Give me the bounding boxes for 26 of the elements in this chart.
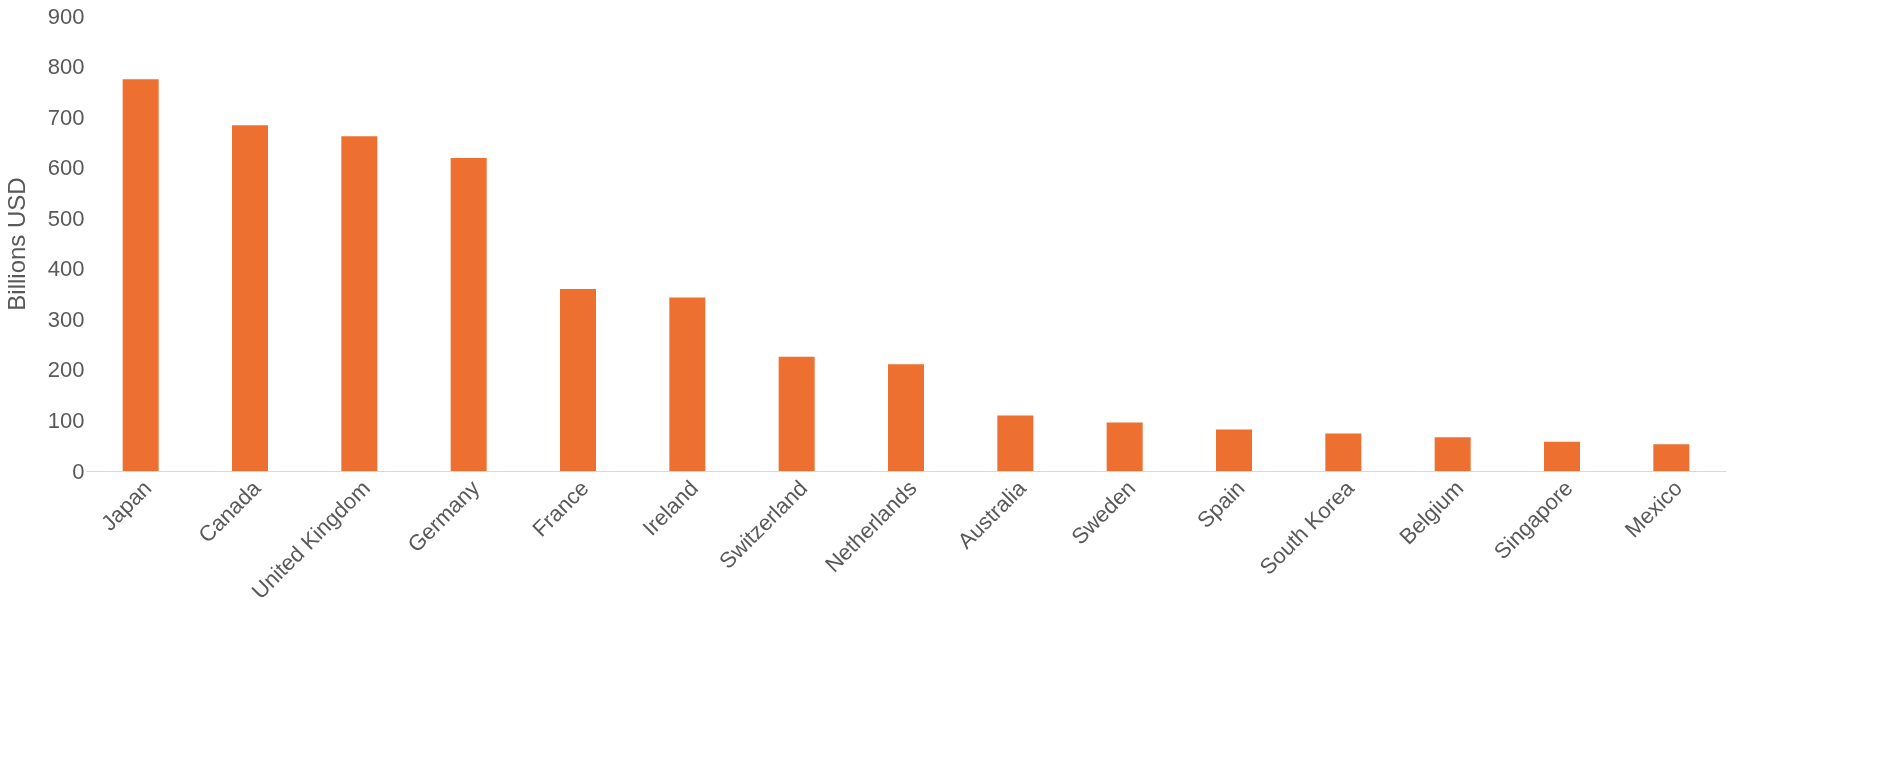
bar <box>1106 422 1143 471</box>
bar <box>232 125 268 471</box>
y-tick-label: 600 <box>47 155 85 181</box>
y-tick-label: 0 <box>72 458 85 484</box>
bar <box>669 297 706 471</box>
bar <box>997 415 1034 471</box>
bar <box>1544 441 1580 471</box>
y-tick-label: 500 <box>47 205 85 231</box>
y-tick-label: 700 <box>47 104 85 130</box>
bar <box>1434 437 1471 471</box>
bar <box>122 79 159 471</box>
y-tick-label: 800 <box>47 54 85 80</box>
y-axis-title: Billions USD <box>2 177 30 311</box>
bar <box>560 289 596 471</box>
bar <box>341 136 378 471</box>
y-tick-label: 300 <box>47 306 85 332</box>
bar <box>1325 433 1362 471</box>
bar <box>450 158 487 471</box>
bar <box>1216 429 1252 471</box>
bar <box>778 356 815 471</box>
y-tick-label: 400 <box>47 256 85 282</box>
bar <box>888 364 924 471</box>
y-tick-label: 200 <box>47 357 85 383</box>
y-tick-label: 900 <box>47 3 85 29</box>
bar <box>1653 444 1690 471</box>
y-tick-label: 100 <box>47 407 85 433</box>
